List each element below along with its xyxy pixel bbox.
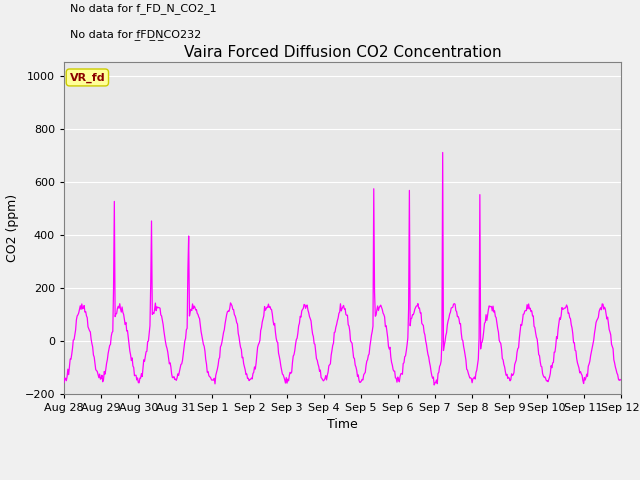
Text: No data for f̲FD̲N̲CO232: No data for f̲FD̲N̲CO232 [70, 29, 201, 40]
Title: Vaira Forced Diffusion CO2 Concentration: Vaira Forced Diffusion CO2 Concentration [184, 45, 501, 60]
Text: VR_fd: VR_fd [70, 72, 105, 83]
Text: No data for f_FD_N_CO2_1: No data for f_FD_N_CO2_1 [70, 3, 216, 14]
X-axis label: Time: Time [327, 418, 358, 431]
Y-axis label: CO2 (ppm): CO2 (ppm) [6, 194, 19, 262]
